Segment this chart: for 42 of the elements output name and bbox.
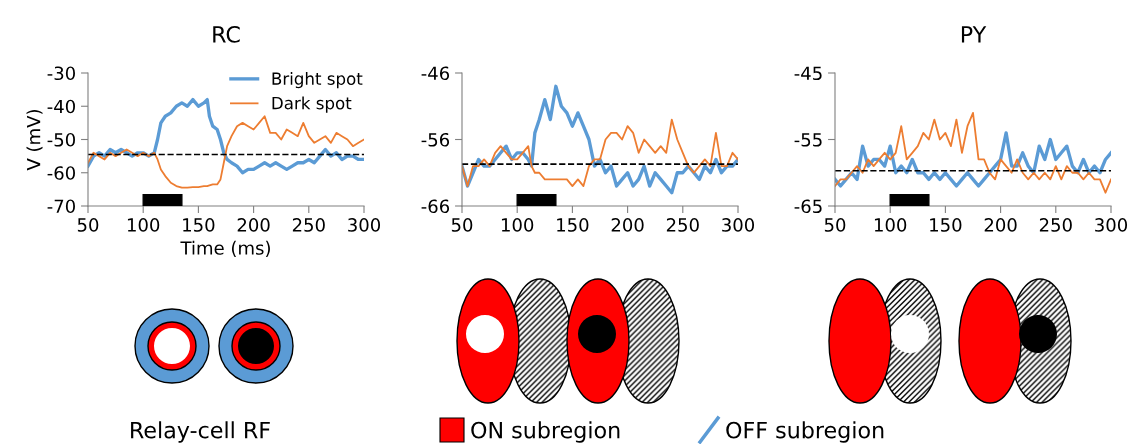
x-tick-label: 200 — [984, 218, 1017, 232]
line-series — [88, 97, 364, 175]
x-tick-label: 50 — [77, 218, 99, 232]
y-tick-label: -70 — [47, 199, 75, 214]
x-tick-label: 150 — [930, 218, 962, 232]
y-tick-label: -46 — [421, 66, 450, 81]
text: OFF subregion — [726, 421, 884, 443]
y-tick-label: -55 — [794, 133, 822, 147]
y-tick-label: -50 — [47, 132, 75, 147]
y-tick-label: -66 — [421, 199, 450, 214]
x-axis-title: Time (ms) — [180, 240, 270, 257]
y-tick-label: -40 — [47, 99, 75, 114]
x-tick-label: 300 — [722, 218, 755, 232]
legend-label: Dark spot — [272, 96, 352, 113]
x-tick-label: 250 — [666, 218, 699, 232]
x-tick-label: 250 — [1039, 218, 1072, 232]
line-series — [835, 111, 1111, 194]
y-axis-title: V (mV) — [26, 109, 43, 171]
x-tick-label: 200 — [237, 218, 270, 232]
x-tick-label: 50 — [824, 218, 846, 232]
x-tick-label: 150 — [183, 218, 215, 232]
line-series — [462, 118, 738, 187]
x-tick-label: 300 — [348, 218, 381, 232]
y-tick-label: -30 — [47, 66, 75, 81]
x-tick-label: 100 — [501, 218, 534, 232]
y-tick-label: -45 — [794, 66, 822, 81]
x-tick-label: 150 — [557, 218, 589, 232]
chart-title: PY — [961, 26, 987, 43]
x-tick-label: 100 — [874, 218, 907, 232]
line-series — [88, 115, 364, 189]
y-tick-label: -56 — [421, 132, 450, 147]
legend-label: Bright spot — [272, 72, 363, 89]
x-tick-label: 300 — [1095, 218, 1128, 232]
x-tick-label: 200 — [611, 218, 644, 232]
x-tick-label: 50 — [451, 218, 473, 232]
text: ON subregion — [471, 421, 620, 443]
x-tick-label: 100 — [127, 218, 160, 232]
y-tick-label: -60 — [47, 166, 75, 180]
chart-title: RC — [213, 25, 240, 43]
x-tick-label: 250 — [292, 218, 325, 232]
text: Relay-cell RF — [131, 421, 270, 443]
y-tick-label: -65 — [794, 199, 822, 214]
